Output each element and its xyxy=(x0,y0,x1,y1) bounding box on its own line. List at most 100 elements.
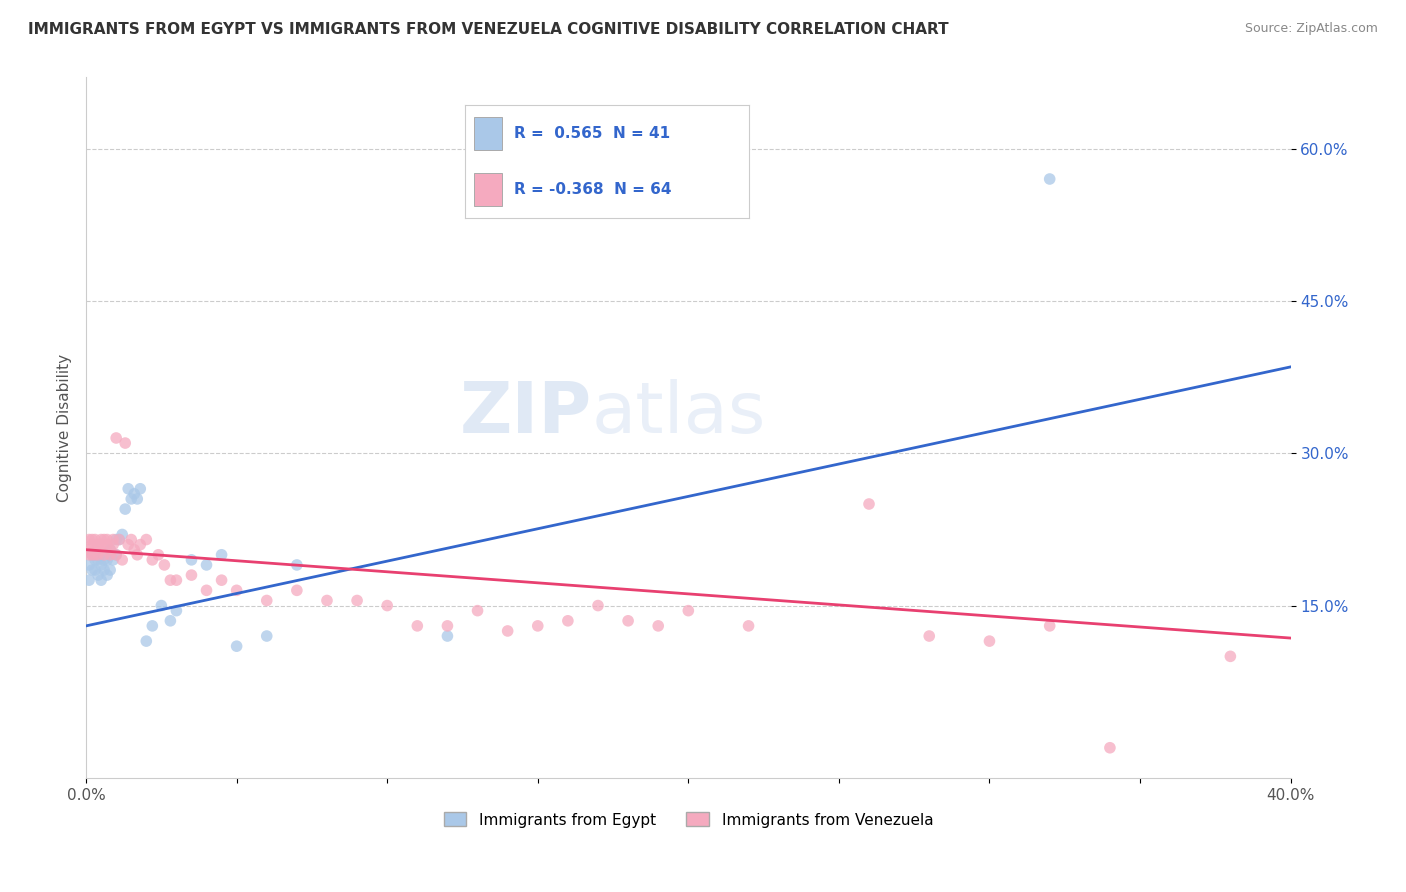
Point xyxy=(117,482,139,496)
Point xyxy=(87,553,110,567)
Point xyxy=(617,614,640,628)
Point xyxy=(98,542,121,557)
Point xyxy=(122,487,145,501)
Point xyxy=(101,553,124,567)
Point xyxy=(87,568,110,582)
Point xyxy=(114,502,136,516)
Point xyxy=(436,619,458,633)
Legend: Immigrants from Egypt, Immigrants from Venezuela: Immigrants from Egypt, Immigrants from V… xyxy=(437,806,939,834)
Point xyxy=(647,619,669,633)
Point xyxy=(1098,740,1121,755)
Point xyxy=(80,548,103,562)
Point xyxy=(159,573,181,587)
Point xyxy=(120,491,142,506)
Point xyxy=(93,553,115,567)
Point xyxy=(84,548,107,562)
Point xyxy=(101,533,124,547)
Point xyxy=(858,497,880,511)
Point xyxy=(135,634,157,648)
Point xyxy=(153,558,176,572)
Point xyxy=(316,593,339,607)
Point xyxy=(93,563,115,577)
Point xyxy=(979,634,1001,648)
Point xyxy=(211,548,233,562)
Point xyxy=(129,482,152,496)
Point xyxy=(141,619,163,633)
Point xyxy=(406,619,429,633)
Point xyxy=(117,538,139,552)
Point xyxy=(87,538,110,552)
Point xyxy=(586,599,609,613)
Point xyxy=(150,599,173,613)
Point xyxy=(1039,619,1062,633)
Point xyxy=(90,542,112,557)
Point xyxy=(87,548,110,562)
Point xyxy=(84,533,107,547)
Point xyxy=(141,553,163,567)
Point xyxy=(285,558,308,572)
Point xyxy=(1219,649,1241,664)
Point xyxy=(225,583,247,598)
Point xyxy=(496,624,519,638)
Point xyxy=(96,553,118,567)
Point xyxy=(195,583,218,598)
Point xyxy=(1039,172,1062,186)
Point xyxy=(111,553,134,567)
Point xyxy=(77,548,100,562)
Point xyxy=(180,568,202,582)
Point xyxy=(84,548,107,562)
Point xyxy=(180,553,202,567)
Point xyxy=(436,629,458,643)
Point xyxy=(96,538,118,552)
Point xyxy=(84,563,107,577)
Point xyxy=(165,573,187,587)
Point xyxy=(93,548,115,562)
Point xyxy=(105,548,128,562)
Point xyxy=(737,619,759,633)
Point xyxy=(195,558,218,572)
Point xyxy=(526,619,548,633)
Point xyxy=(90,538,112,552)
Point xyxy=(84,553,107,567)
Point xyxy=(93,533,115,547)
Point xyxy=(80,533,103,547)
Point xyxy=(557,614,579,628)
Point xyxy=(105,431,128,445)
Point xyxy=(77,558,100,572)
Point xyxy=(77,533,100,547)
Point xyxy=(159,614,181,628)
Point xyxy=(108,533,131,547)
Point xyxy=(346,593,368,607)
Point xyxy=(285,583,308,598)
Point xyxy=(90,573,112,587)
Point xyxy=(114,436,136,450)
Text: ZIP: ZIP xyxy=(460,379,592,449)
Point xyxy=(80,548,103,562)
Text: IMMIGRANTS FROM EGYPT VS IMMIGRANTS FROM VENEZUELA COGNITIVE DISABILITY CORRELAT: IMMIGRANTS FROM EGYPT VS IMMIGRANTS FROM… xyxy=(28,22,949,37)
Point xyxy=(80,563,103,577)
Point xyxy=(96,533,118,547)
Point xyxy=(111,527,134,541)
Point xyxy=(148,548,170,562)
Point xyxy=(80,538,103,552)
Point xyxy=(105,533,128,547)
Point xyxy=(256,629,278,643)
Point xyxy=(678,604,700,618)
Point xyxy=(918,629,941,643)
Point xyxy=(101,538,124,552)
Point xyxy=(98,563,121,577)
Point xyxy=(98,548,121,562)
Y-axis label: Cognitive Disability: Cognitive Disability xyxy=(58,354,72,502)
Text: atlas: atlas xyxy=(592,379,766,449)
Point xyxy=(90,533,112,547)
Point xyxy=(77,573,100,587)
Point xyxy=(127,491,149,506)
Point xyxy=(105,548,128,562)
Point xyxy=(135,533,157,547)
Point xyxy=(127,548,149,562)
Point xyxy=(256,593,278,607)
Point xyxy=(108,533,131,547)
Point xyxy=(467,604,489,618)
Point xyxy=(211,573,233,587)
Point xyxy=(165,604,187,618)
